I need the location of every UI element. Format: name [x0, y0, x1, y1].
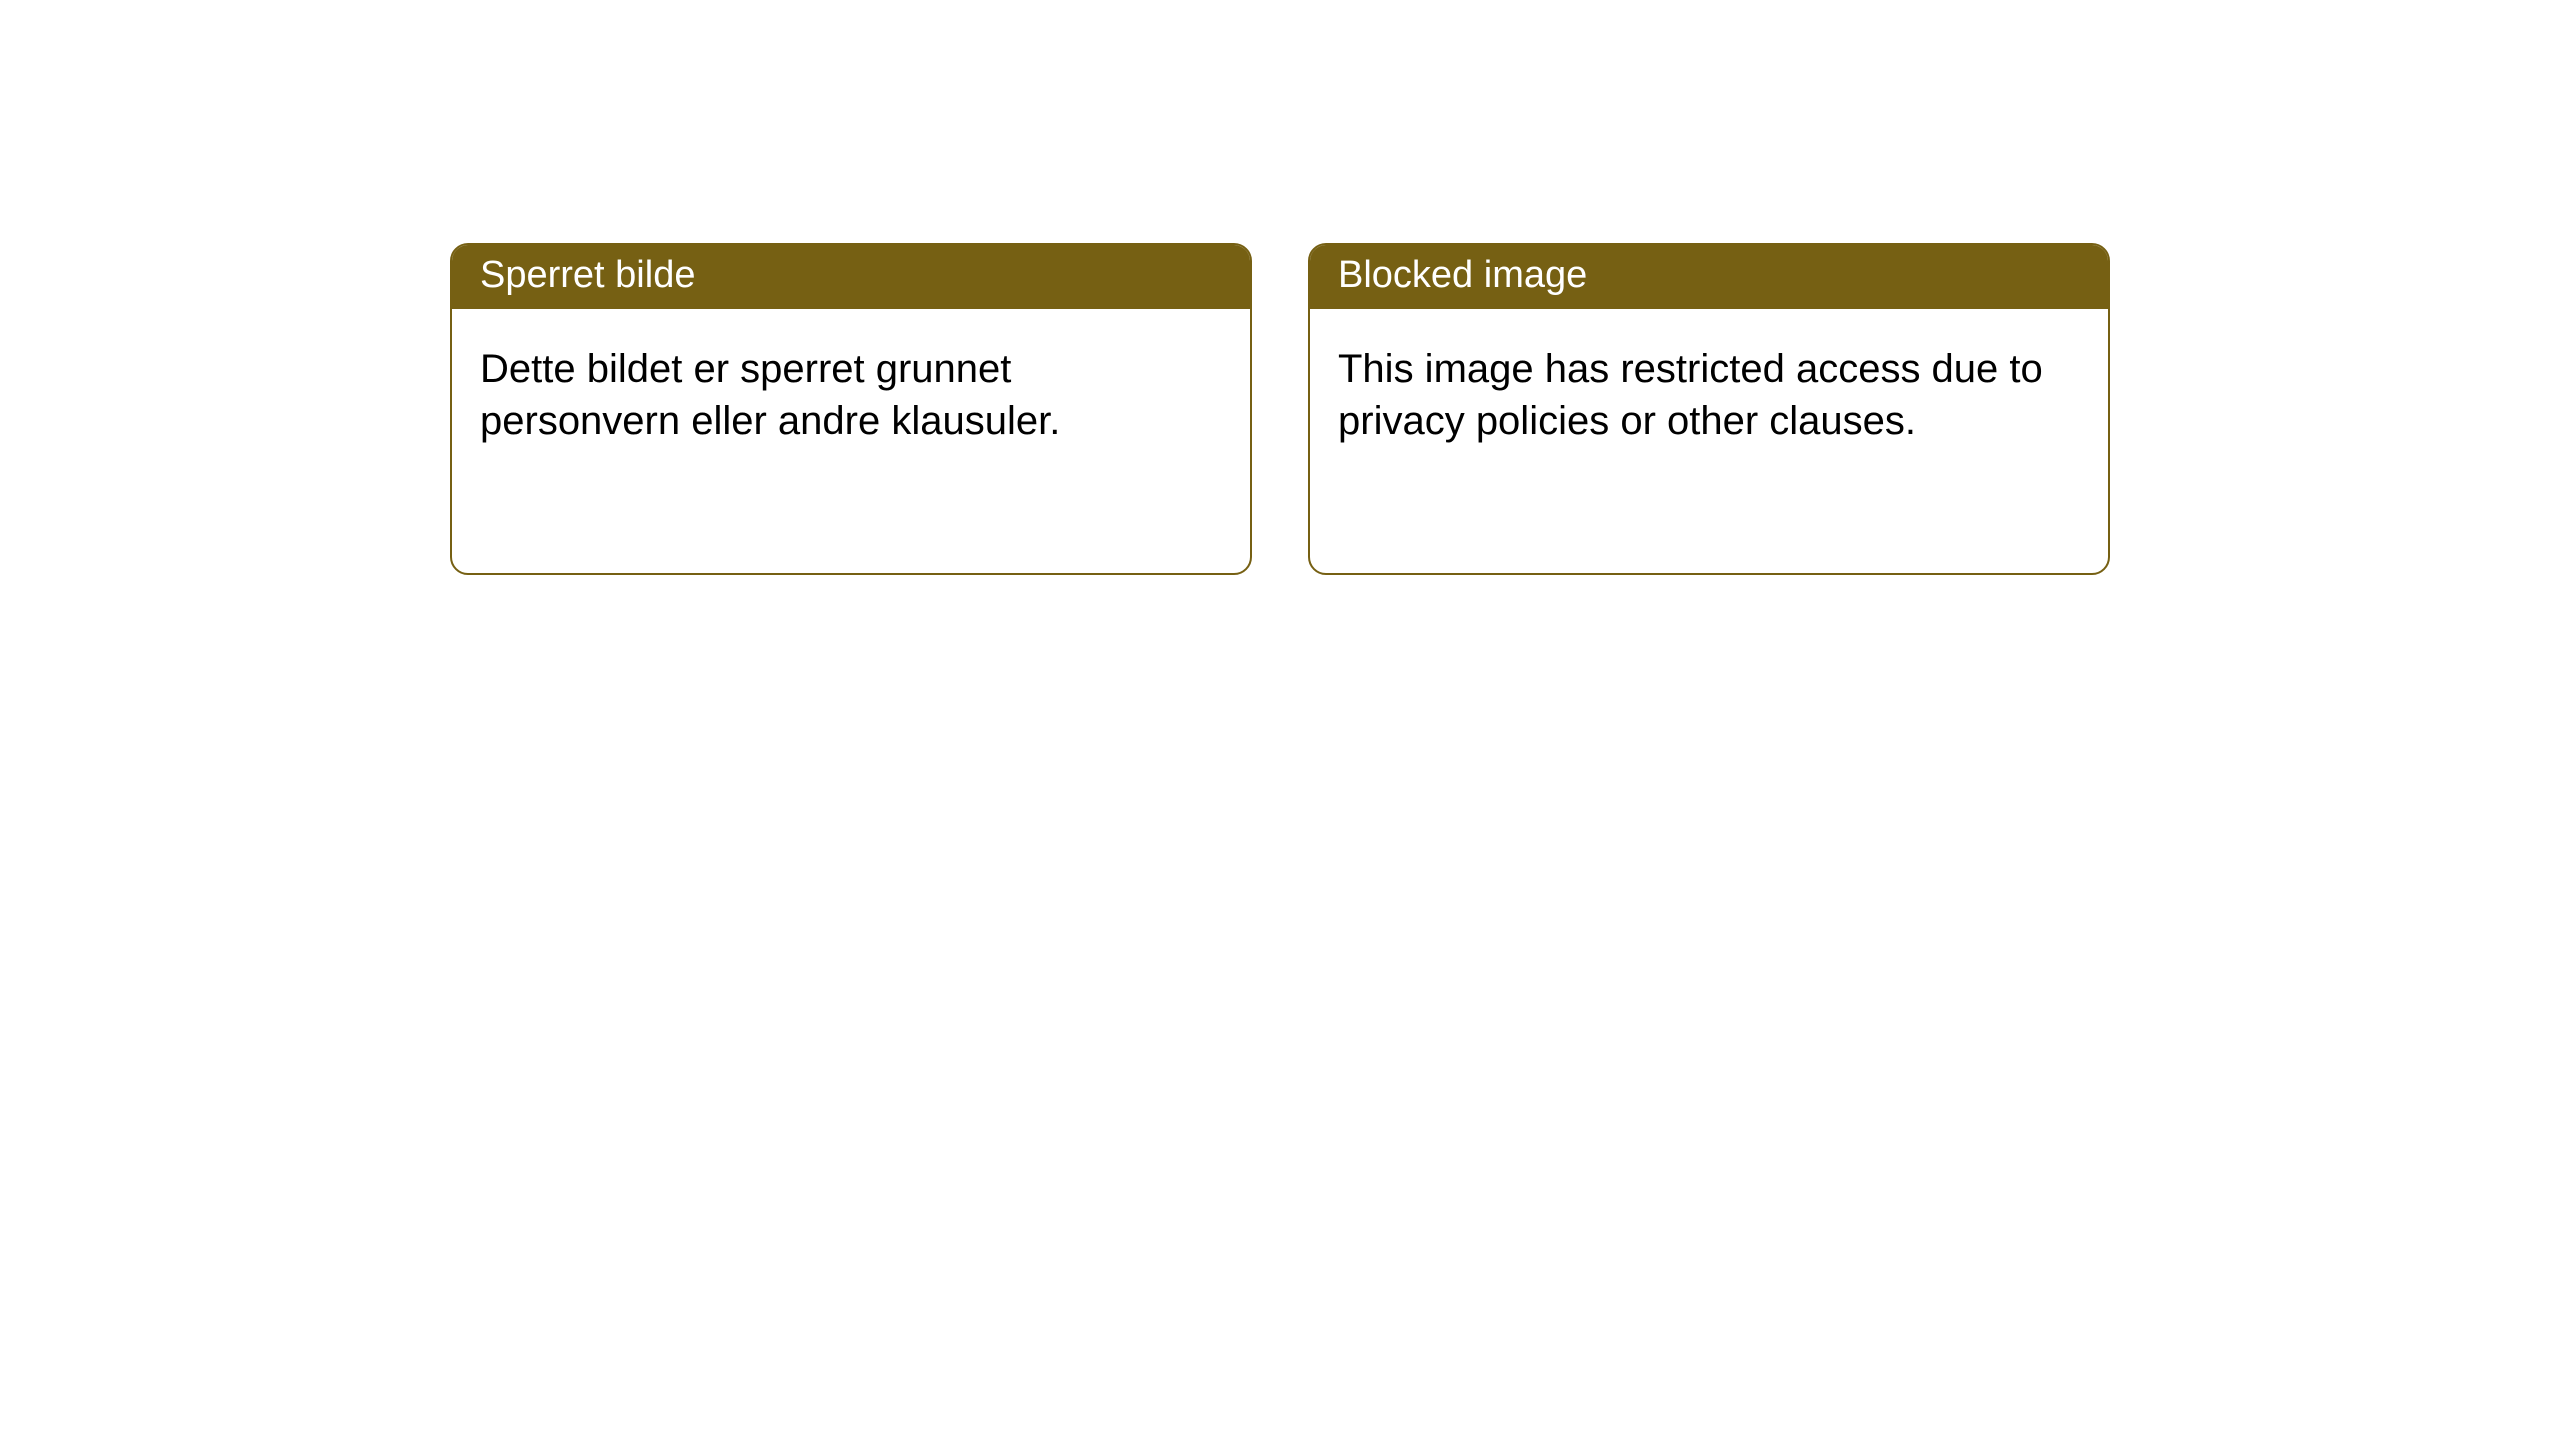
notice-card-english: Blocked image This image has restricted … [1308, 243, 2110, 575]
card-message: This image has restricted access due to … [1338, 347, 2043, 443]
card-body: This image has restricted access due to … [1310, 309, 2108, 481]
card-body: Dette bildet er sperret grunnet personve… [452, 309, 1250, 481]
notice-container: Sperret bilde Dette bildet er sperret gr… [0, 0, 2560, 575]
card-message: Dette bildet er sperret grunnet personve… [480, 347, 1060, 443]
notice-card-norwegian: Sperret bilde Dette bildet er sperret gr… [450, 243, 1252, 575]
card-header: Blocked image [1310, 245, 2108, 309]
card-title: Sperret bilde [480, 254, 695, 296]
card-title: Blocked image [1338, 254, 1587, 296]
card-header: Sperret bilde [452, 245, 1250, 309]
